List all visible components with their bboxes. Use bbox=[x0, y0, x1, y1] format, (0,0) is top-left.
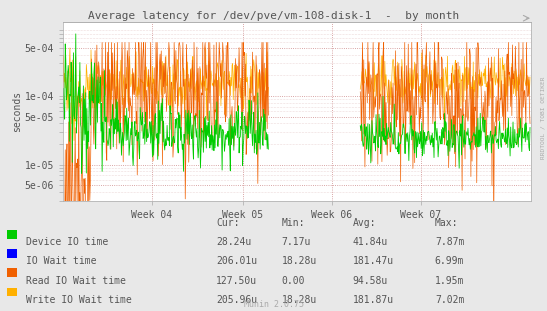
Text: 205.96u: 205.96u bbox=[216, 295, 257, 305]
Text: Cur:: Cur: bbox=[216, 218, 240, 228]
Text: Max:: Max: bbox=[435, 218, 458, 228]
Text: 0.00: 0.00 bbox=[282, 276, 305, 285]
Text: 181.47u: 181.47u bbox=[353, 256, 394, 266]
Text: 18.28u: 18.28u bbox=[282, 295, 317, 305]
Text: 7.87m: 7.87m bbox=[435, 237, 464, 247]
Text: 7.02m: 7.02m bbox=[435, 295, 464, 305]
Text: 41.84u: 41.84u bbox=[353, 237, 388, 247]
Text: 127.50u: 127.50u bbox=[216, 276, 257, 285]
Text: 206.01u: 206.01u bbox=[216, 256, 257, 266]
Text: 94.58u: 94.58u bbox=[353, 276, 388, 285]
Text: Read IO Wait time: Read IO Wait time bbox=[26, 276, 126, 285]
Text: 28.24u: 28.24u bbox=[216, 237, 251, 247]
Text: Munin 2.0.75: Munin 2.0.75 bbox=[243, 299, 304, 309]
Text: Device IO time: Device IO time bbox=[26, 237, 108, 247]
Text: Average latency for /dev/pve/vm-108-disk-1  -  by month: Average latency for /dev/pve/vm-108-disk… bbox=[88, 11, 459, 21]
Text: 181.87u: 181.87u bbox=[353, 295, 394, 305]
Text: IO Wait time: IO Wait time bbox=[26, 256, 97, 266]
Text: 6.99m: 6.99m bbox=[435, 256, 464, 266]
Text: Min:: Min: bbox=[282, 218, 305, 228]
Text: 7.17u: 7.17u bbox=[282, 237, 311, 247]
Y-axis label: seconds: seconds bbox=[11, 91, 22, 132]
Text: 18.28u: 18.28u bbox=[282, 256, 317, 266]
Text: RRDTOOL / TOBI OETIKER: RRDTOOL / TOBI OETIKER bbox=[540, 77, 545, 160]
Text: Avg:: Avg: bbox=[353, 218, 376, 228]
Text: Write IO Wait time: Write IO Wait time bbox=[26, 295, 132, 305]
Text: 1.95m: 1.95m bbox=[435, 276, 464, 285]
